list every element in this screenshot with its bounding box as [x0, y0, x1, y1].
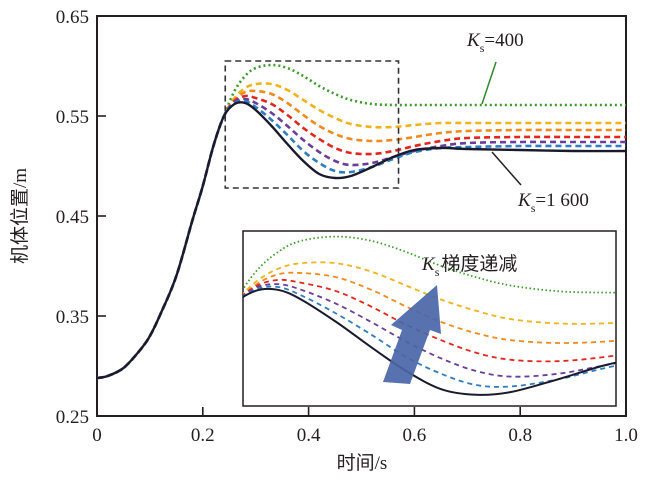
inset-series-line-ks-1000: [243, 278, 616, 363]
annotation-ks1600: Ks=1 600: [517, 190, 589, 215]
inset-series-line-ks-600: [243, 261, 616, 325]
decreasing-ks-arrow: [383, 285, 441, 384]
y-axis: 0.25 0.35 0.45 0.55 0.65: [56, 7, 106, 428]
inset-series-line-ks-1200: [243, 283, 616, 378]
annotation-ks-decreasing: Ks 梯度递减: [421, 253, 517, 279]
y-axis-title: 机体位置/m: [9, 168, 31, 264]
x-axis: 0 0.2 0.4 0.6 0.8 1.0: [92, 407, 638, 446]
inset-series-line-ks-800: [243, 271, 616, 344]
annotation-leader-ks1600: [491, 151, 522, 186]
x-tick-label: 0: [92, 425, 102, 446]
y-tick-label: 0.55: [56, 107, 89, 128]
inset-series-line-ks-1600: [243, 287, 616, 396]
x-tick-label: 1.0: [614, 425, 638, 446]
x-tick-label: 0.6: [403, 425, 427, 446]
x-tick-label: 0.4: [297, 425, 321, 446]
y-tick-label: 0.45: [56, 207, 89, 228]
x-tick-label: 0.2: [191, 425, 215, 446]
y-tick-label: 0.25: [56, 407, 89, 428]
x-axis-title: 时间/s: [337, 452, 388, 474]
inset-series-line-ks-1400: [243, 285, 616, 388]
series-line-ks-1600: [97, 101, 626, 380]
y-tick-label: 0.35: [56, 307, 89, 328]
x-tick-label: 0.8: [508, 425, 532, 446]
annotation-leader-ks400: [481, 61, 497, 105]
inset-series-group: [243, 235, 616, 396]
inset-series-line-ks-400: [243, 235, 616, 294]
y-tick-label: 0.65: [56, 7, 89, 28]
annotation-ks400: Ks=400: [466, 30, 524, 55]
main-series-group: [97, 63, 626, 380]
